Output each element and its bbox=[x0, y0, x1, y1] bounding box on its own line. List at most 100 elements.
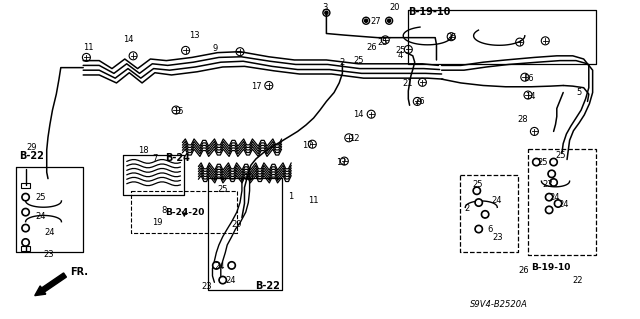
Text: 24: 24 bbox=[549, 193, 559, 202]
Text: 9: 9 bbox=[212, 44, 218, 53]
Text: 13: 13 bbox=[189, 31, 200, 40]
Text: 17: 17 bbox=[251, 82, 262, 91]
Text: 3: 3 bbox=[322, 4, 327, 12]
Text: 17: 17 bbox=[302, 141, 313, 150]
Circle shape bbox=[219, 276, 227, 284]
Circle shape bbox=[24, 195, 28, 199]
Text: B-19-10: B-19-10 bbox=[408, 7, 451, 17]
Bar bbox=[21, 246, 30, 251]
Text: 23: 23 bbox=[493, 233, 504, 242]
Text: 25: 25 bbox=[218, 185, 228, 194]
Text: 16: 16 bbox=[524, 74, 534, 83]
Circle shape bbox=[22, 193, 29, 201]
Bar bbox=[21, 182, 30, 188]
Text: 18: 18 bbox=[138, 146, 148, 155]
Circle shape bbox=[556, 201, 560, 206]
Circle shape bbox=[477, 200, 481, 205]
Circle shape bbox=[22, 208, 29, 216]
Text: 23: 23 bbox=[44, 250, 54, 259]
Text: 27: 27 bbox=[370, 17, 381, 26]
Text: 24: 24 bbox=[492, 196, 502, 205]
Circle shape bbox=[550, 172, 554, 176]
Circle shape bbox=[24, 226, 28, 230]
Circle shape bbox=[547, 208, 551, 212]
Circle shape bbox=[325, 11, 328, 14]
Circle shape bbox=[365, 19, 367, 22]
Circle shape bbox=[212, 262, 220, 269]
Text: 5: 5 bbox=[576, 88, 581, 97]
Circle shape bbox=[532, 158, 540, 166]
Circle shape bbox=[534, 160, 538, 164]
Text: 10: 10 bbox=[243, 173, 253, 182]
Text: 25: 25 bbox=[538, 158, 548, 167]
Circle shape bbox=[221, 278, 225, 282]
Text: 25: 25 bbox=[378, 38, 388, 47]
Text: 7: 7 bbox=[152, 154, 157, 163]
Circle shape bbox=[483, 212, 487, 217]
Text: 24: 24 bbox=[45, 228, 55, 237]
Text: 25: 25 bbox=[353, 56, 364, 65]
Text: 24: 24 bbox=[214, 262, 225, 271]
Text: 23: 23 bbox=[202, 282, 212, 291]
Text: 19: 19 bbox=[152, 218, 163, 227]
Text: 15: 15 bbox=[173, 107, 183, 115]
Circle shape bbox=[475, 199, 483, 206]
Text: 4: 4 bbox=[398, 51, 403, 60]
Circle shape bbox=[481, 211, 489, 218]
Circle shape bbox=[552, 160, 556, 164]
Circle shape bbox=[550, 158, 557, 166]
Circle shape bbox=[230, 263, 234, 268]
Text: S9V4-B2520A: S9V4-B2520A bbox=[470, 300, 528, 309]
FancyArrow shape bbox=[35, 273, 67, 296]
Text: 25: 25 bbox=[35, 193, 45, 202]
Circle shape bbox=[24, 210, 28, 214]
Text: 23: 23 bbox=[543, 180, 554, 189]
Text: 12: 12 bbox=[336, 158, 346, 167]
Text: 21: 21 bbox=[402, 79, 412, 88]
Text: B-22: B-22 bbox=[19, 151, 44, 161]
Circle shape bbox=[228, 262, 236, 269]
Circle shape bbox=[22, 224, 29, 232]
Text: 11: 11 bbox=[83, 43, 93, 52]
Text: 26: 26 bbox=[366, 43, 377, 52]
Circle shape bbox=[22, 239, 29, 246]
Text: B-24-20: B-24-20 bbox=[165, 208, 205, 217]
Text: 12: 12 bbox=[349, 134, 359, 143]
Text: B-19-10: B-19-10 bbox=[531, 263, 571, 272]
Text: 6: 6 bbox=[488, 225, 493, 234]
Text: 8: 8 bbox=[161, 206, 166, 215]
Text: 2: 2 bbox=[464, 204, 469, 213]
Circle shape bbox=[548, 170, 556, 178]
Circle shape bbox=[550, 179, 557, 186]
Circle shape bbox=[473, 187, 481, 195]
Circle shape bbox=[552, 180, 556, 185]
Text: 1: 1 bbox=[288, 192, 293, 201]
Text: 29: 29 bbox=[27, 143, 37, 152]
Circle shape bbox=[388, 19, 390, 22]
Text: FR.: FR. bbox=[70, 267, 88, 277]
Text: 25: 25 bbox=[396, 46, 406, 55]
Circle shape bbox=[547, 195, 551, 199]
Text: 26: 26 bbox=[518, 266, 529, 275]
Circle shape bbox=[214, 263, 218, 268]
Text: 25: 25 bbox=[447, 33, 457, 42]
Text: 2: 2 bbox=[339, 58, 344, 67]
Text: 25: 25 bbox=[556, 151, 566, 160]
Text: 20: 20 bbox=[389, 4, 399, 12]
Text: 25: 25 bbox=[472, 180, 483, 189]
Text: 29: 29 bbox=[232, 220, 242, 229]
Text: B-22: B-22 bbox=[255, 280, 280, 291]
Text: 14: 14 bbox=[525, 92, 535, 101]
Circle shape bbox=[475, 189, 479, 193]
Circle shape bbox=[475, 225, 483, 233]
Circle shape bbox=[545, 206, 553, 214]
Text: 24: 24 bbox=[558, 200, 568, 209]
Circle shape bbox=[24, 240, 28, 245]
Text: 24: 24 bbox=[35, 212, 45, 221]
Text: B-24: B-24 bbox=[165, 153, 190, 163]
Text: 26: 26 bbox=[415, 97, 426, 106]
Text: 22: 22 bbox=[573, 276, 583, 285]
Text: 14: 14 bbox=[353, 110, 364, 119]
Circle shape bbox=[554, 200, 562, 207]
Text: 11: 11 bbox=[308, 196, 319, 205]
